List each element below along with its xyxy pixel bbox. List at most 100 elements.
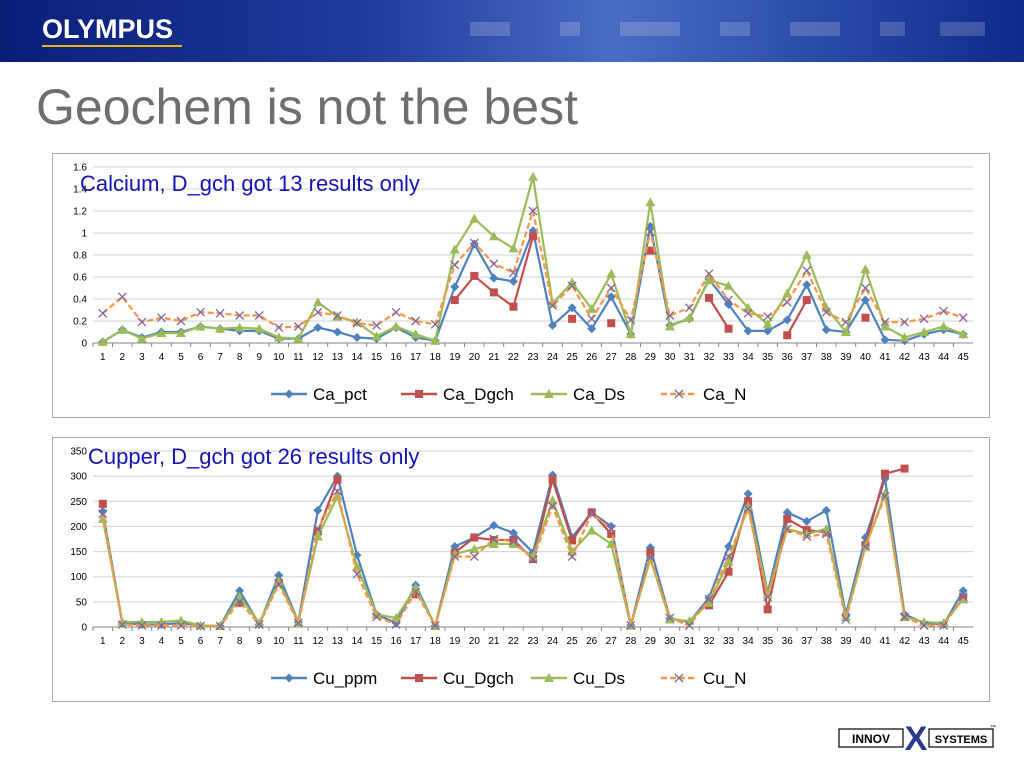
y-tick-label: 200	[70, 522, 87, 533]
data-point-Cu_ppm	[508, 528, 518, 538]
y-tick-label: 1.2	[73, 207, 87, 218]
data-point-Ca_Ds	[449, 244, 460, 254]
data-point-Ca_Dgch	[724, 324, 733, 333]
data-point-Ca_Ds	[880, 321, 890, 331]
x-tick-label: 21	[488, 636, 500, 647]
data-point-Cu_N	[196, 621, 206, 631]
data-point-Ca_Ds	[860, 264, 871, 274]
olympus-logo: OLYMPUS	[42, 14, 174, 44]
data-point-Ca_N	[391, 307, 401, 317]
data-point-Ca_N	[508, 268, 518, 278]
data-point-Cu_Dgch	[744, 497, 753, 506]
data-point-Cu_Dgch	[881, 469, 889, 478]
data-point-Ca_N	[763, 312, 773, 322]
y-tick-label: 0	[81, 623, 87, 634]
data-point-Ca_pct	[606, 292, 616, 302]
y-tick-label: 1	[81, 229, 87, 240]
data-point-Cu_Ds	[508, 539, 519, 549]
x-tick-label: 25	[567, 636, 579, 647]
x-tick-label: 19	[449, 636, 461, 647]
x-tick-label: 7	[217, 636, 223, 647]
data-point-Ca_Ds	[567, 277, 578, 287]
data-point-Ca_N	[215, 308, 225, 318]
x-tick-label: 18	[430, 636, 442, 647]
x-tick-label: 2	[120, 636, 126, 647]
data-point-Ca_Ds	[195, 321, 206, 331]
data-point-Cu_Dgch	[333, 475, 342, 484]
y-tick-label: 0.2	[73, 317, 87, 328]
data-point-Ca_Ds	[469, 213, 480, 223]
calcium-chart: 00.20.40.60.811.21.41.61 2 3 4 5 6 7 8 9 10 11 12 13…	[73, 163, 973, 404]
x-tick-label: 26	[586, 636, 598, 647]
data-point-Ca_Dgch	[450, 296, 459, 305]
data-point-Cu_N	[450, 552, 460, 562]
x-tick-label: 3	[139, 352, 145, 363]
x-tick-label: 27	[606, 352, 618, 363]
data-point-Ca_pct	[743, 326, 753, 336]
data-point-Ca_N	[528, 206, 538, 216]
x-tick-label: 21	[488, 352, 500, 363]
data-point-Ca_pct	[489, 273, 499, 283]
data-point-Ca_N	[626, 315, 636, 325]
data-point-Ca_Ds	[723, 280, 734, 290]
legend-marker	[415, 674, 423, 682]
data-point-Cu_Ds	[488, 539, 499, 549]
data-point-Cu_Dgch	[587, 508, 596, 517]
x-tick-label: 5	[178, 636, 184, 647]
x-tick-label: 10	[273, 352, 285, 363]
data-point-Cu_Dgch	[763, 605, 772, 614]
data-point-Cu_N	[411, 587, 421, 597]
data-point-Cu_N	[137, 621, 147, 630]
data-point-Ca_Ds	[215, 323, 226, 333]
x-tick-label: 12	[312, 352, 324, 363]
data-point-Cu_N	[548, 501, 558, 511]
x-tick-label: 7	[217, 352, 223, 363]
data-point-Cu_ppm	[958, 586, 968, 596]
logo-tm: ™	[990, 724, 996, 731]
x-tick-label: 32	[703, 352, 715, 363]
data-point-Cu_ppm	[606, 521, 616, 531]
data-point-Cu_N	[704, 594, 714, 604]
cupper-chart-annotation: Cupper, D_gch got 26 results only	[88, 444, 420, 469]
data-point-Ca_N	[567, 281, 577, 291]
logo-left-text: INNOV	[852, 732, 890, 746]
data-point-Cu_Ds	[547, 495, 558, 505]
data-point-Ca_Ds	[762, 319, 773, 329]
data-point-Ca_N	[704, 269, 714, 279]
legend-marker	[544, 389, 554, 398]
data-point-Ca_pct	[763, 326, 773, 336]
x-tick-label: 1	[100, 636, 106, 647]
data-point-Cu_Ds	[586, 525, 597, 535]
data-point-Ca_N	[548, 301, 558, 311]
data-point-Cu_N	[313, 524, 323, 534]
data-point-Cu_N	[900, 612, 910, 622]
data-point-Ca_Ds	[938, 321, 949, 331]
x-tick-label: 35	[762, 352, 774, 363]
x-tick-label: 40	[860, 636, 872, 647]
data-point-Cu_Ds	[352, 561, 362, 571]
data-point-Ca_Ds	[782, 288, 793, 298]
x-tick-label: 22	[508, 636, 520, 647]
data-point-Cu_N	[508, 537, 518, 546]
x-tick-label: 15	[371, 636, 383, 647]
data-point-Cu_N	[665, 613, 675, 623]
series-line-Ca_Dgch	[708, 297, 730, 330]
legend-label: Cu_Ds	[573, 669, 625, 688]
data-point-Ca_Ds	[97, 336, 108, 346]
x-tick-label: 37	[801, 352, 813, 363]
data-point-Ca_N	[841, 317, 851, 327]
x-tick-label: 13	[332, 352, 344, 363]
x-tick-label: 10	[273, 636, 285, 647]
series-Cu_Dgch	[98, 464, 968, 614]
data-point-Ca_N	[176, 316, 186, 326]
x-tick-label: 6	[198, 352, 204, 363]
data-point-Cu_N	[274, 579, 284, 589]
y-tick-label: 150	[70, 547, 87, 558]
data-point-Ca_N	[254, 311, 264, 320]
x-tick-label: 38	[821, 352, 833, 363]
data-point-Ca_pct	[587, 324, 597, 334]
data-point-Ca_Ds	[508, 243, 519, 253]
data-point-Cu_N	[235, 597, 245, 607]
legend-marker	[544, 673, 554, 682]
